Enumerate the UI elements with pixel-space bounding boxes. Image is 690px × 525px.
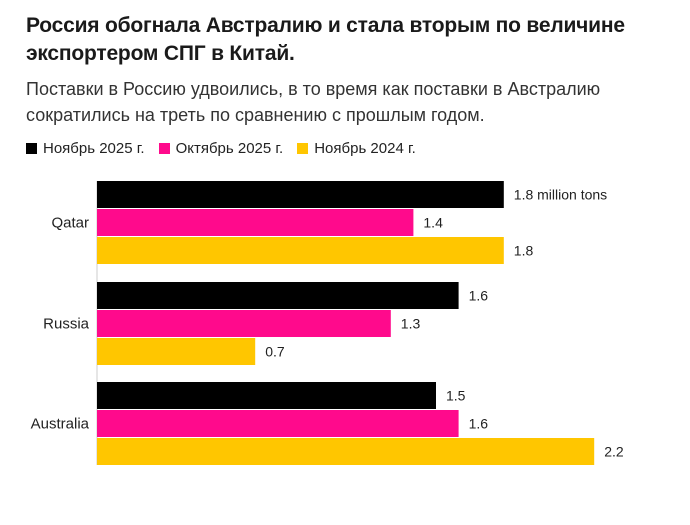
legend-swatch-oct-2025 <box>158 142 170 154</box>
value-label-qatar-series-2: 1.4 <box>423 215 443 231</box>
value-label-russia-series-1: 1.6 <box>469 288 489 304</box>
bar-australia-series-1 <box>97 382 436 409</box>
chart-subtitle: Поставки в Россию удвоились, в то время … <box>26 79 601 125</box>
bar-qatar-series-2 <box>97 209 414 236</box>
bar-australia-series-3 <box>97 438 595 465</box>
legend-swatch-nov-2025 <box>26 142 37 154</box>
bar-russia-series-1 <box>97 282 459 309</box>
bar-qatar-series-1 <box>97 181 504 208</box>
bar-russia-series-3 <box>97 338 256 365</box>
value-label-australia-series-1: 1.5 <box>446 388 466 404</box>
value-label-australia-series-3: 2.2 <box>604 444 624 460</box>
legend-label-nov-2025: Ноябрь 2025 г. <box>43 139 145 157</box>
chart-title: Россия обогнала Австралию и стала вторым… <box>26 14 625 65</box>
legend-label-nov-2024: Ноябрь 2024 г. <box>314 139 416 157</box>
legend-label-oct-2025: Октябрь 2025 г. <box>175 139 284 157</box>
value-label-qatar-series-1: 1.8 million tons <box>514 187 607 203</box>
category-label-qatar: Qatar <box>51 215 89 232</box>
legend-item-nov-2025: Ноябрь 2025 г. <box>26 140 145 157</box>
legend: Ноябрь 2025 г. Октябрь 2025 г. Ноябрь 20… <box>26 138 430 158</box>
bar-russia-series-2 <box>97 310 391 337</box>
value-label-australia-series-2: 1.6 <box>469 416 489 432</box>
value-label-russia-series-2: 1.3 <box>401 316 421 332</box>
legend-item-nov-2024: Ноябрь 2024 г. <box>297 140 416 157</box>
legend-swatch-nov-2024 <box>297 142 309 154</box>
category-label-australia: Australia <box>31 416 90 433</box>
value-label-qatar-series-3: 1.8 <box>514 243 534 259</box>
value-label-russia-series-3: 0.7 <box>265 344 285 360</box>
bar-australia-series-2 <box>97 410 459 437</box>
category-label-russia: Russia <box>43 316 90 333</box>
legend-item-oct-2025: Октябрь 2025 г. <box>158 139 284 157</box>
bar-qatar-series-3 <box>97 237 504 264</box>
